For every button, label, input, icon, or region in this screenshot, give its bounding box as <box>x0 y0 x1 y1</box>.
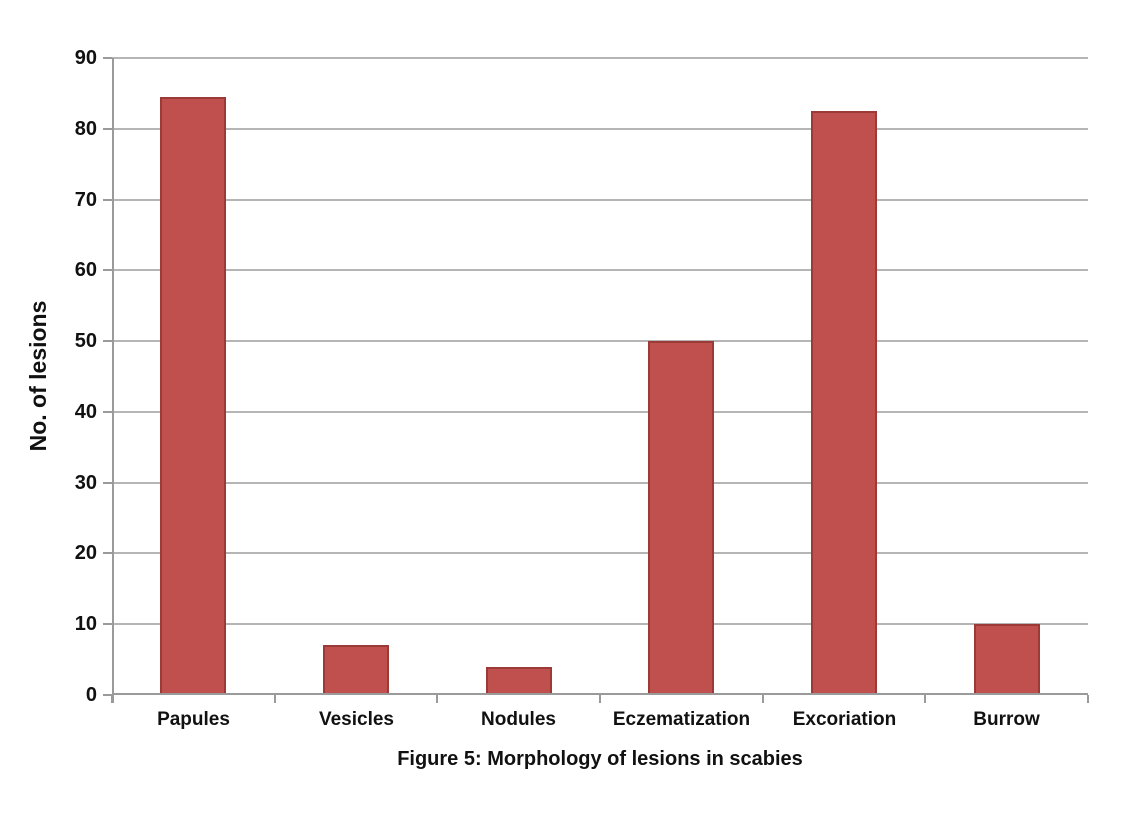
y-tick-labels: 0 10 20 30 40 50 60 70 80 90 <box>40 0 97 831</box>
y-tick-mark-40 <box>103 411 112 413</box>
y-tick-label-60: 60 <box>74 259 97 281</box>
x-category-label-vesicles: Vesicles <box>318 709 395 730</box>
x-category-label-nodules: Nodules <box>481 709 556 730</box>
bar-eczematization <box>648 341 714 695</box>
x-tick-mark-5 <box>924 695 926 703</box>
gridline-20 <box>112 552 1088 554</box>
y-tick-mark-90 <box>103 57 112 59</box>
gridline-50 <box>112 340 1088 342</box>
y-tick-label-90: 90 <box>74 47 97 69</box>
x-tick-mark-1 <box>274 695 276 703</box>
bar-burrow <box>974 624 1040 695</box>
y-tick-mark-60 <box>103 269 112 271</box>
y-tick-label-50: 50 <box>74 330 97 352</box>
y-tick-label-80: 80 <box>74 118 97 140</box>
y-tick-label-10: 10 <box>74 613 97 635</box>
bar-nodules <box>486 667 552 695</box>
y-tick-mark-0 <box>103 694 112 696</box>
gridline-70 <box>112 199 1088 201</box>
x-category-label-burrow: Burrow <box>973 709 1040 730</box>
y-tick-mark-10 <box>103 623 112 625</box>
y-tick-mark-20 <box>103 552 112 554</box>
bar-vesicles <box>323 645 389 695</box>
plot-area <box>103 57 1089 703</box>
gridline-90 <box>112 57 1088 59</box>
x-tick-mark-6 <box>1087 695 1089 703</box>
x-category-labels: Papules Vesicles Nodules Eczematization Exco… <box>112 708 1088 734</box>
gridline-40 <box>112 411 1088 413</box>
x-category-label-excoriation: Excoriation <box>792 709 897 730</box>
bar-papules <box>160 97 226 695</box>
y-tick-label-70: 70 <box>74 189 97 211</box>
x-tick-mark-2 <box>436 695 438 703</box>
y-tick-label-0: 0 <box>85 684 97 706</box>
x-tick-mark-3 <box>599 695 601 703</box>
gridline-60 <box>112 269 1088 271</box>
x-axis-line <box>112 693 1088 695</box>
gridline-30 <box>112 482 1088 484</box>
gridline-10 <box>112 623 1088 625</box>
y-tick-mark-50 <box>103 340 112 342</box>
y-tick-mark-70 <box>103 199 112 201</box>
bar-excoriation <box>811 111 877 695</box>
y-tick-mark-30 <box>103 482 112 484</box>
figure-caption: Figure 5: Morphology of lesions in scabi… <box>397 748 803 770</box>
x-category-label-eczematization: Eczematization <box>612 709 751 730</box>
y-tick-label-30: 30 <box>74 472 97 494</box>
y-tick-mark-80 <box>103 128 112 130</box>
y-tick-label-20: 20 <box>74 542 97 564</box>
y-axis-line <box>112 58 114 703</box>
x-category-label-papules: Papules <box>157 709 230 730</box>
gridline-80 <box>112 128 1088 130</box>
y-tick-label-40: 40 <box>74 401 97 423</box>
x-tick-mark-4 <box>762 695 764 703</box>
